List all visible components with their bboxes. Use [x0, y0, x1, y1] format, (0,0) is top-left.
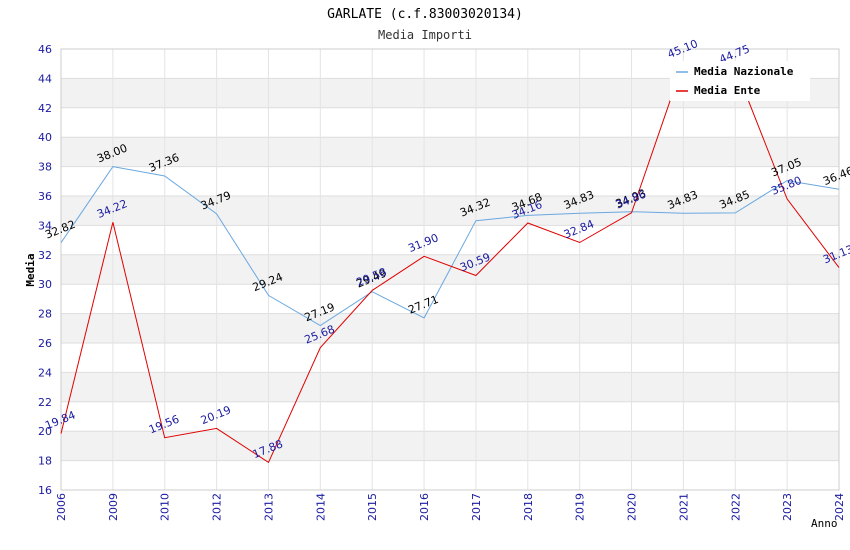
x-tick-label: 2012	[211, 493, 224, 521]
x-tick-label: 2006	[55, 493, 68, 521]
y-tick-label: 16	[38, 484, 52, 497]
x-tick-label: 2017	[470, 493, 483, 521]
legend: Media Nazionale Media Ente	[670, 61, 810, 101]
x-tick-label: 2020	[626, 493, 639, 521]
grid-band	[61, 313, 839, 343]
data-label: 31.90	[406, 231, 440, 255]
y-tick-label: 26	[38, 337, 52, 350]
x-tick-label: 2024	[833, 493, 846, 521]
grid-lines	[60, 48, 840, 491]
x-tick-label: 2021	[677, 493, 690, 521]
y-tick-label: 34	[38, 219, 52, 232]
y-tick-label: 24	[38, 366, 52, 379]
x-tick-label: 2019	[574, 493, 587, 521]
legend-label-nazionale: Media Nazionale	[694, 65, 794, 78]
y-tick-labels: 16 18 20 22 24 26 28 30 32 34 36 38 40 42 44 46	[38, 43, 52, 497]
y-tick-label: 32	[38, 249, 52, 262]
data-label: 19.84	[43, 408, 77, 432]
data-label: 36.46	[821, 164, 850, 188]
x-tick-label: 2022	[729, 493, 742, 521]
chart-title: GARLATE (c.f.83003020134)	[327, 7, 523, 22]
data-label: 20.19	[199, 403, 233, 427]
x-tick-label: 2015	[366, 493, 379, 521]
legend-box	[670, 61, 810, 101]
x-tick-label: 2009	[107, 493, 120, 521]
chart-subtitle: Media Importi	[378, 28, 472, 42]
y-tick-label: 18	[38, 455, 52, 468]
x-tick-labels: 2006 2009 2010 2012 2013 2014 2015 2016 2017 2018…	[55, 493, 846, 521]
grid-band	[61, 431, 839, 461]
legend-label-ente: Media Ente	[694, 84, 761, 97]
y-tick-label: 38	[38, 161, 52, 174]
y-tick-label: 42	[38, 102, 52, 115]
y-axis-label: Media	[24, 253, 37, 286]
y-tick-label: 22	[38, 396, 52, 409]
plot-border	[60, 48, 840, 491]
y-tick-label: 46	[38, 43, 52, 56]
x-axis-label: Anno	[811, 517, 838, 530]
x-tick-label: 2018	[522, 493, 535, 521]
y-tick-label: 30	[38, 278, 52, 291]
y-tick-label: 40	[38, 131, 52, 144]
y-tick-label: 44	[38, 72, 52, 85]
x-tick-label: 2016	[418, 493, 431, 521]
y-tick-label: 20	[38, 425, 52, 438]
grid-band	[61, 137, 839, 167]
data-label: 27.71	[406, 293, 440, 317]
y-tick-label: 28	[38, 308, 52, 321]
grid-band	[61, 372, 839, 402]
x-tick-label: 2010	[159, 493, 172, 521]
x-tick-label: 2014	[314, 493, 327, 521]
x-tick-label: 2023	[781, 493, 794, 521]
grid-bands	[61, 78, 839, 461]
data-label: 45.10	[666, 37, 700, 61]
grid-band	[61, 196, 839, 226]
x-tick-label: 2013	[262, 493, 275, 521]
series-line-nazionale	[60, 166, 840, 327]
y-tick-label: 36	[38, 190, 52, 203]
